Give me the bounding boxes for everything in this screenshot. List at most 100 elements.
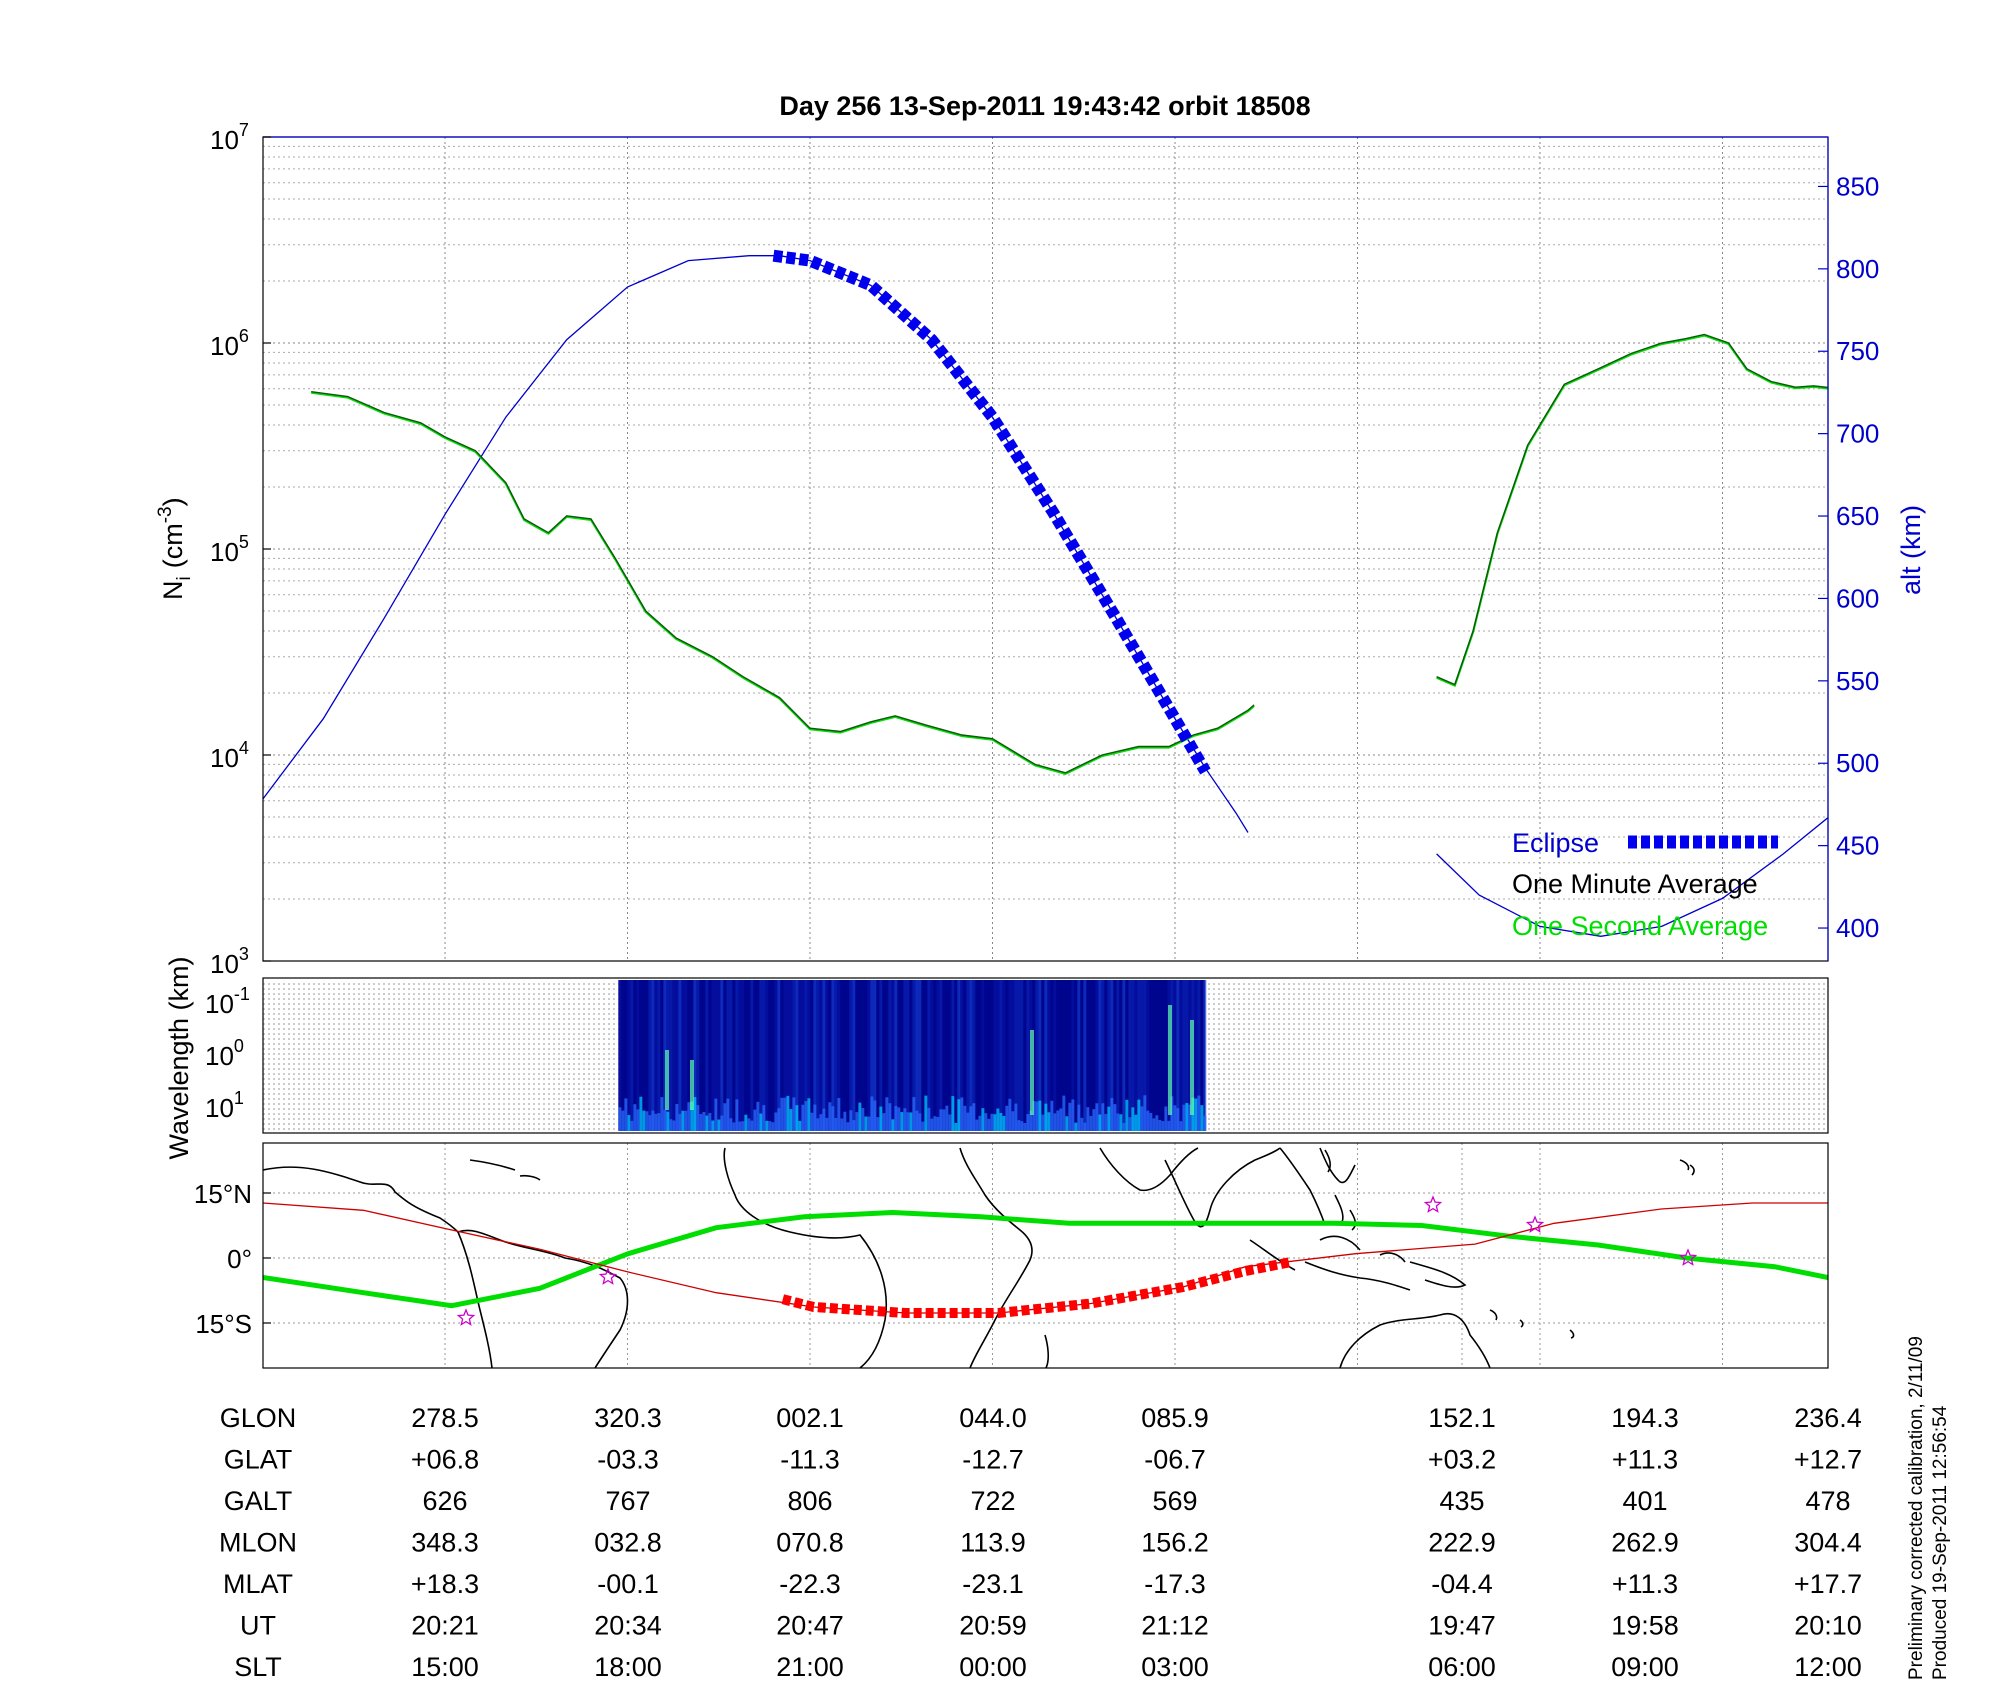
spectrogram-column [1116,980,1120,1131]
spectrogram-column [996,980,1000,1131]
ephemeris-cell: 401 [1622,1486,1667,1516]
spectrogram-column [1101,980,1105,1131]
spectrogram-low-band [1056,1110,1060,1131]
spectrogram-low-band [981,1108,985,1131]
spectrogram-column [726,980,730,1131]
spectrogram-low-band [933,1116,937,1131]
one-minute-average-line [311,391,1255,774]
spectrogram-low-band [657,1113,661,1131]
spectrogram-column [822,980,826,1131]
spectrogram-low-band [861,1107,865,1131]
spectrogram-column [1095,980,1099,1131]
coastline-central-america [263,1166,459,1233]
ephemeris-cell: 113.9 [960,1528,1026,1558]
spectrogram-low-band [1107,1106,1111,1131]
spectrogram-low-band [711,1120,715,1131]
spectrogram-low-band [1140,1106,1144,1131]
spectrogram-low-band [750,1120,754,1131]
density-y-label-sub: i [174,576,195,580]
spectrogram-low-band [828,1102,832,1131]
spectrogram-column [651,980,655,1131]
spectrogram-column [684,980,688,1131]
spectrogram-low-band [852,1120,856,1131]
spectrogram-column [687,980,691,1131]
spectrogram-low-band [1089,1115,1093,1131]
spectrogram-column [1194,980,1198,1131]
spectrogram-column [1050,980,1054,1131]
ephemeris-cell: 032.8 [594,1528,662,1558]
spectrogram-low-band [1065,1116,1069,1131]
spectrogram-column [942,980,946,1131]
spectrogram-low-band [864,1116,868,1131]
spectrogram-low-band [942,1109,946,1131]
spectrogram-column [798,980,802,1131]
spectrogram-column [990,980,994,1131]
spectrogram-column [870,980,874,1131]
spectrogram-low-band [1149,1112,1153,1131]
spectrogram-column [771,980,775,1131]
spectrogram-low-band [816,1118,820,1131]
spectrogram-low-band [627,1115,631,1131]
spectrogram-column [675,980,679,1131]
spectrogram-low-band [1086,1107,1090,1131]
tick-base: 10 [210,125,239,155]
ephemeris-cell: 156.2 [1141,1528,1209,1558]
spectrogram-column [618,980,622,1131]
spectrogram-low-band [1002,1115,1006,1131]
spectrogram-column [1137,980,1141,1131]
density-y-label-main: N [158,581,188,601]
spectrogram-column [663,980,667,1131]
spectrogram-low-band [906,1112,910,1131]
spectrogram-low-band [867,1116,871,1131]
ephemeris-cell: 03:00 [1141,1652,1209,1682]
spectrogram-column [1182,980,1186,1131]
spectrogram-column [783,980,787,1131]
map-tick-label: 0° [227,1244,252,1274]
spectrogram-low-band [1014,1103,1018,1131]
spectrogram-column [813,980,817,1131]
spectrogram-low-band [960,1097,964,1131]
tick-exponent: 3 [239,944,249,964]
spectrogram-low-band [807,1098,811,1131]
tick-base: 10 [205,1093,234,1123]
spectrogram-column [1149,980,1153,1131]
spectrogram-column [801,980,805,1131]
legend-eclipse-label: Eclipse [1512,828,1599,858]
spectrogram-low-band [804,1101,808,1131]
spectrogram-column [669,980,673,1131]
ephemeris-cell: +18.3 [411,1569,479,1599]
spectrogram-y-axis-label: Wavelength (km) [164,956,194,1159]
alt-tick-label: 500 [1836,748,1879,778]
spectrogram-column [756,980,760,1131]
spectrogram-low-band [783,1097,787,1131]
spectrogram-low-band [1095,1103,1099,1131]
spectrogram-column [906,980,910,1131]
spectrogram-low-band [1194,1098,1198,1131]
spectrogram-low-band [714,1098,718,1131]
spectrogram-low-band [702,1111,706,1131]
spectrogram-low-band [762,1105,766,1131]
spectrogram-low-band [975,1119,979,1131]
spectrogram-low-band [897,1107,901,1131]
spectrogram-bright-streak [1030,1030,1034,1115]
spectrogram-column [1089,980,1093,1131]
spectrogram-low-band [927,1107,931,1131]
spectrogram-low-band [939,1109,943,1131]
spectrogram-column [1071,980,1075,1131]
ephemeris-cell: +11.3 [1612,1569,1678,1599]
ephemeris-cell: +03.2 [1428,1445,1496,1475]
spectrogram-low-band [969,1106,973,1131]
spectrogram-low-band [831,1106,835,1131]
spectrogram-low-band [1008,1098,1012,1131]
spectrogram-column [642,980,646,1131]
ephemeris-cell: 806 [787,1486,832,1516]
spectrogram-low-band [633,1104,637,1131]
coastlines [263,1147,1695,1368]
spectrogram-column [777,980,781,1131]
spectrogram-column [840,980,844,1131]
spectrogram-low-band [681,1110,685,1131]
map-lines [263,1202,1828,1318]
spectrogram-column [630,980,634,1131]
spectrogram-low-band [891,1119,895,1131]
spectrogram-low-band [648,1115,652,1131]
